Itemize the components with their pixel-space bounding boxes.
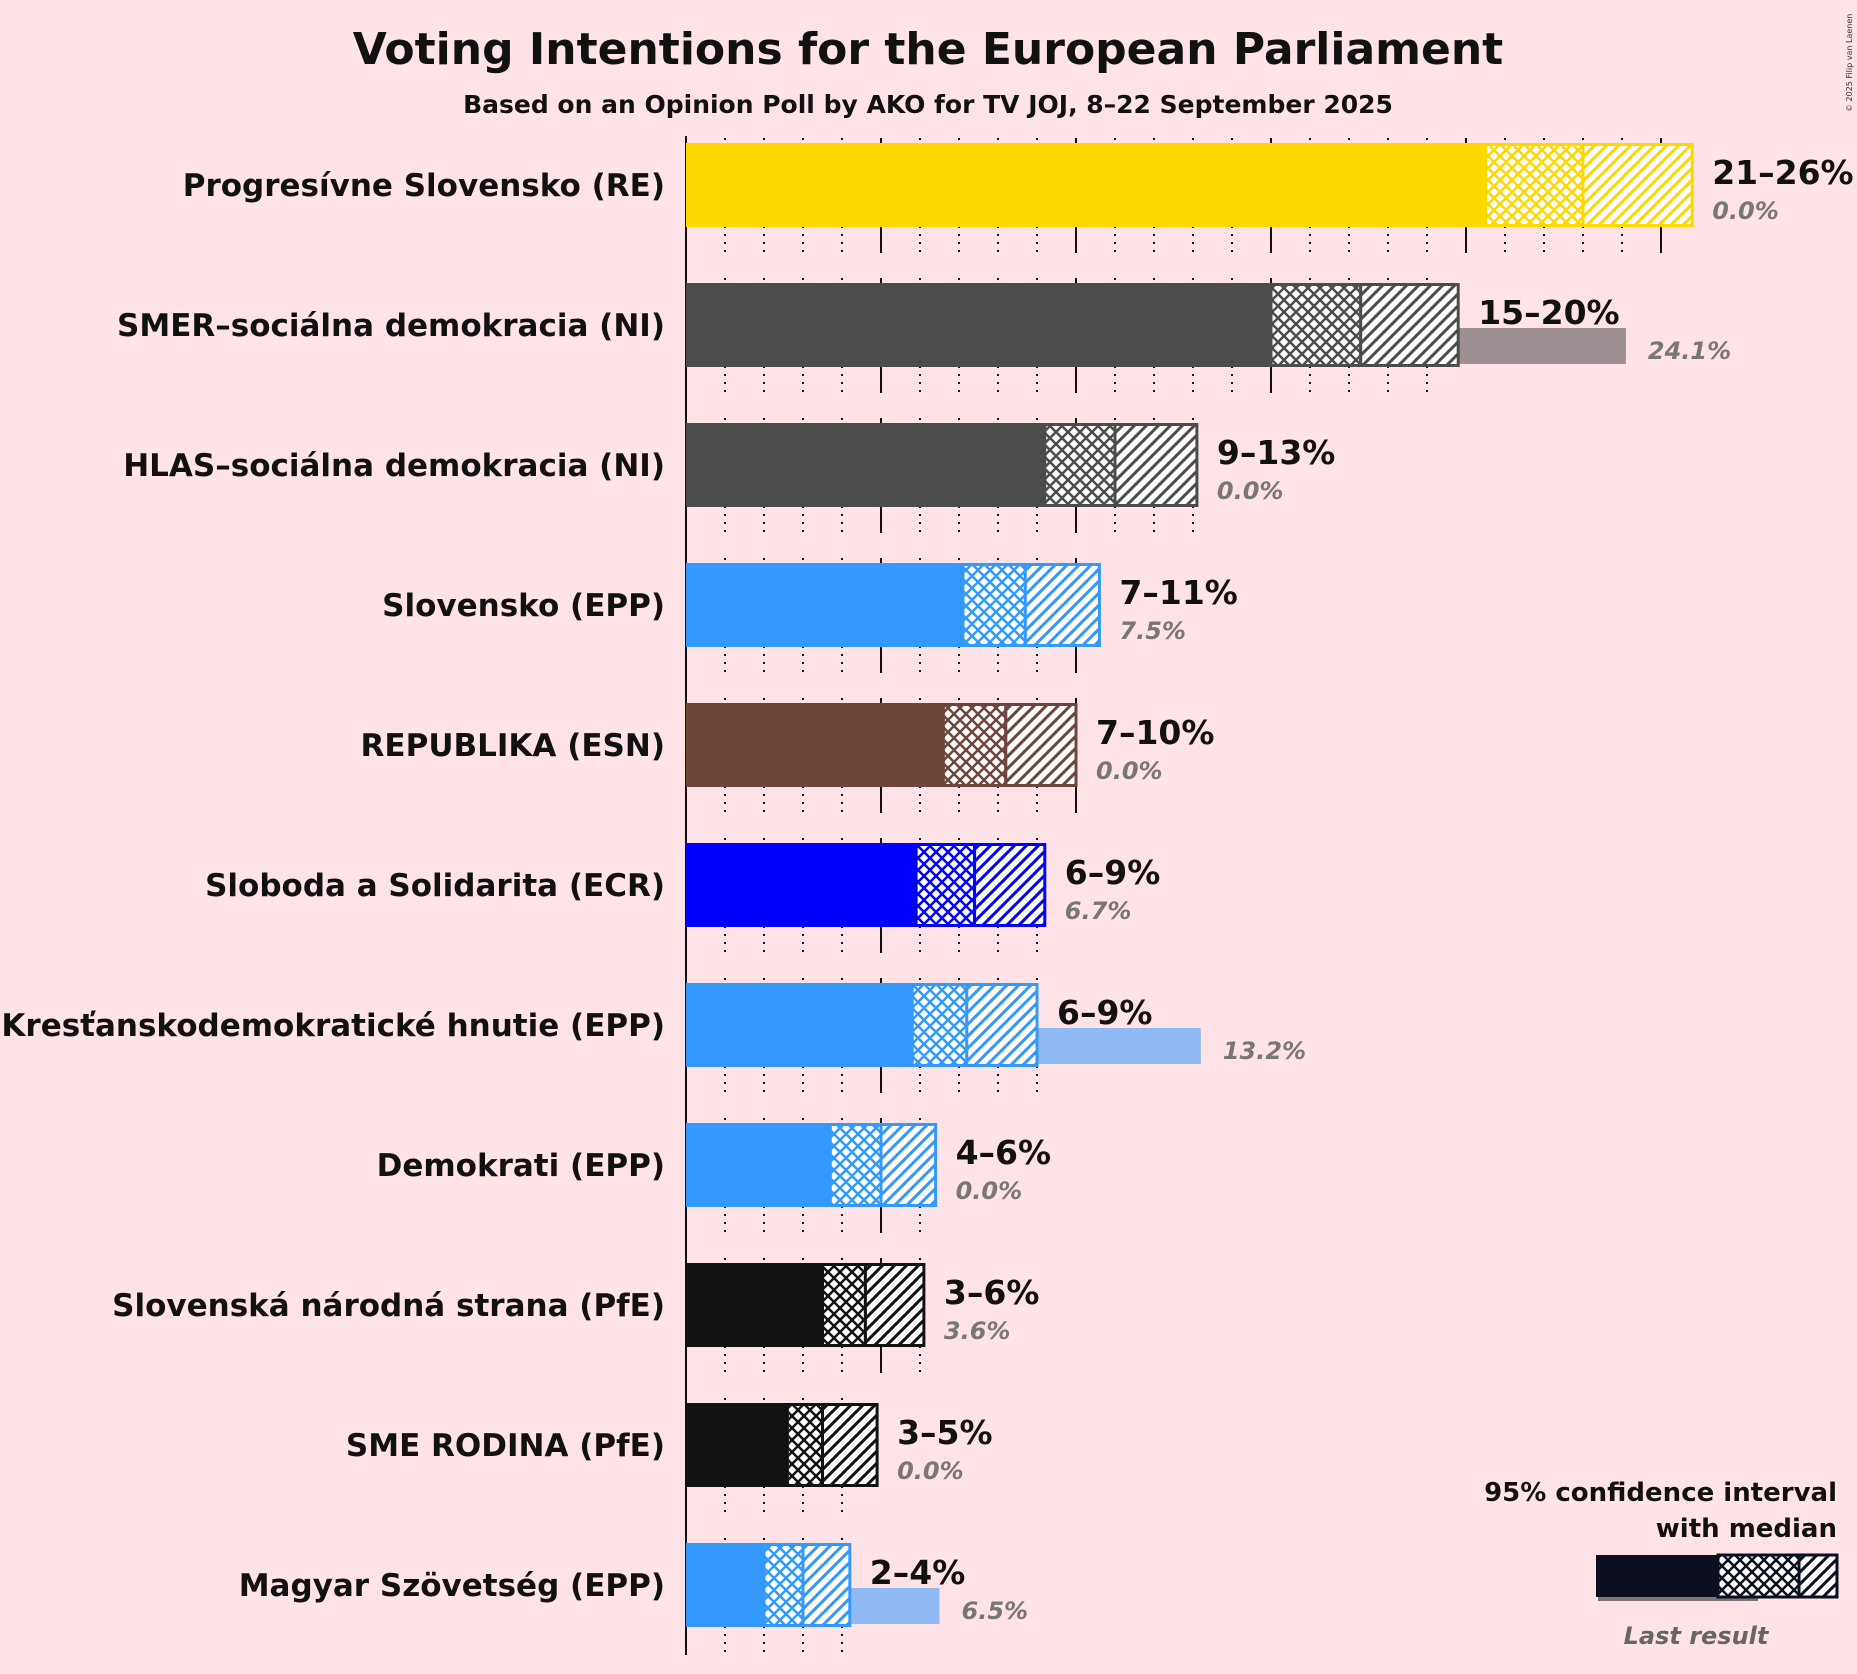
ci-upper-half-bar <box>1113 423 1199 507</box>
last-result-label: 0.0% <box>956 1177 1023 1205</box>
range-label: 6–9% <box>1065 853 1161 892</box>
party-label: Demokrati (EPP) <box>377 1148 665 1184</box>
range-label: 2–4% <box>870 1553 966 1592</box>
ci-solid-bar <box>686 983 913 1067</box>
ci-solid-bar <box>686 1543 764 1627</box>
legend: 95% confidence interval with median Last… <box>1484 1478 1839 1650</box>
party-row: Magyar Szövetség (EPP) 2–4% 6.5% <box>239 1543 1028 1627</box>
ci-upper-half-bar <box>1023 563 1101 647</box>
party-row: Slovensko (EPP) 7–11% 7.5% <box>382 563 1238 647</box>
ci-solid-bar <box>686 143 1486 227</box>
party-label: Magyar Szövetség (EPP) <box>239 1568 665 1604</box>
range-label: 6–9% <box>1057 993 1153 1032</box>
ci-lower-half-bar <box>821 1263 867 1347</box>
range-label: 3–6% <box>944 1273 1040 1312</box>
party-row: Progresívne Slovensko (RE) 21–26% 0.0% <box>183 143 1854 227</box>
ci-solid-bar <box>686 1123 831 1207</box>
ci-lower-half-bar <box>961 563 1027 647</box>
last-result-label: 13.2% <box>1223 1037 1306 1065</box>
chart-subtitle: Based on an Opinion Poll by AKO for TV J… <box>463 90 1393 119</box>
legend-solid-bar <box>1596 1555 1718 1597</box>
last-result-label: 0.0% <box>897 1457 964 1485</box>
ci-upper-half-bar <box>821 1403 879 1487</box>
ci-solid-bar <box>686 1263 823 1347</box>
party-label: SMER–sociálna demokracia (NI) <box>117 308 665 344</box>
range-label: 15–20% <box>1478 293 1619 332</box>
ci-lower-half-bar <box>828 1123 883 1207</box>
ci-upper-half-bar <box>863 1263 926 1347</box>
last-result-label: 0.0% <box>1217 477 1284 505</box>
party-row: SME RODINA (PfE) 3–5% 0.0% <box>346 1403 993 1487</box>
last-result-label: 6.5% <box>962 1597 1029 1625</box>
ci-solid-bar <box>686 423 1045 507</box>
ci-upper-half-bar <box>1581 143 1694 227</box>
range-label: 7–11% <box>1119 573 1237 612</box>
last-result-label: 0.0% <box>1096 757 1163 785</box>
party-label: Kresťanskodemokratické hnutie (EPP) <box>1 1008 665 1044</box>
ci-lower-half-bar <box>1484 143 1585 227</box>
party-row: Kresťanskodemokratické hnutie (EPP) 6–9% 1… <box>1 983 1306 1067</box>
party-label: HLAS–sociálna demokracia (NI) <box>123 448 665 484</box>
last-result-label: 7.5% <box>1119 617 1186 645</box>
range-label: 9–13% <box>1217 433 1335 472</box>
party-row: Sloboda a Solidarita (ECR) 6–9% 6.7% <box>205 843 1160 927</box>
ci-lower-half-bar <box>910 983 969 1067</box>
copyright: © 2025 Filip van Laenen <box>1845 14 1854 112</box>
party-row: SMER–sociálna demokracia (NI) 15–20% 24.1% <box>117 283 1731 367</box>
party-row: Slovenská národná strana (PfE) 3–6% 3.6% <box>112 1263 1039 1347</box>
party-label: SME RODINA (PfE) <box>346 1428 665 1464</box>
legend-hatch-bar <box>1797 1553 1839 1599</box>
ci-solid-bar <box>686 703 944 787</box>
chart-title: Voting Intentions for the European Parli… <box>353 24 1503 75</box>
ci-lower-half-bar <box>1269 283 1363 367</box>
ci-lower-half-bar <box>785 1403 825 1487</box>
party-row: HLAS–sociálna demokracia (NI) 9–13% 0.0% <box>123 423 1335 507</box>
ci-solid-bar <box>686 843 917 927</box>
party-label: Progresívne Slovensko (RE) <box>183 168 665 204</box>
ci-upper-half-bar <box>1359 283 1460 367</box>
party-label: Slovensko (EPP) <box>382 588 665 624</box>
ci-upper-half-bar <box>973 843 1047 927</box>
ci-lower-half-bar <box>914 843 977 927</box>
range-label: 7–10% <box>1096 713 1214 752</box>
range-label: 3–5% <box>897 1413 993 1452</box>
ci-upper-half-bar <box>965 983 1039 1067</box>
last-result-label: 0.0% <box>1712 197 1779 225</box>
ci-solid-bar <box>686 1403 788 1487</box>
legend-crosshatch-bar <box>1716 1553 1801 1599</box>
legend-line-2: with median <box>1656 1514 1837 1544</box>
legend-last-result-label: Last result <box>1624 1622 1770 1650</box>
ci-lower-half-bar <box>762 1543 805 1627</box>
legend-line-1: 95% confidence interval <box>1484 1478 1837 1508</box>
bars: Progresívne Slovensko (RE) 21–26% 0.0% SMER… <box>1 143 1854 1627</box>
range-label: 4–6% <box>956 1133 1052 1172</box>
ci-lower-half-bar <box>1043 423 1117 507</box>
last-result-label: 6.7% <box>1065 897 1132 925</box>
party-row: REPUBLIKA (ESN) 7–10% 0.0% <box>361 703 1214 787</box>
party-row: Demokrati (EPP) 4–6% 0.0% <box>377 1123 1051 1207</box>
ci-lower-half-bar <box>941 703 1008 787</box>
ci-upper-half-bar <box>879 1123 938 1207</box>
ci-solid-bar <box>686 283 1271 367</box>
party-label: REPUBLIKA (ESN) <box>361 728 665 764</box>
range-label: 21–26% <box>1712 153 1853 192</box>
ci-upper-half-bar <box>1004 703 1078 787</box>
ci-solid-bar <box>686 563 963 647</box>
last-result-label: 24.1% <box>1648 337 1731 365</box>
ci-upper-half-bar <box>801 1543 852 1627</box>
party-label: Slovenská národná strana (PfE) <box>112 1288 665 1324</box>
last-result-label: 3.6% <box>944 1317 1011 1345</box>
party-label: Sloboda a Solidarita (ECR) <box>205 868 665 904</box>
